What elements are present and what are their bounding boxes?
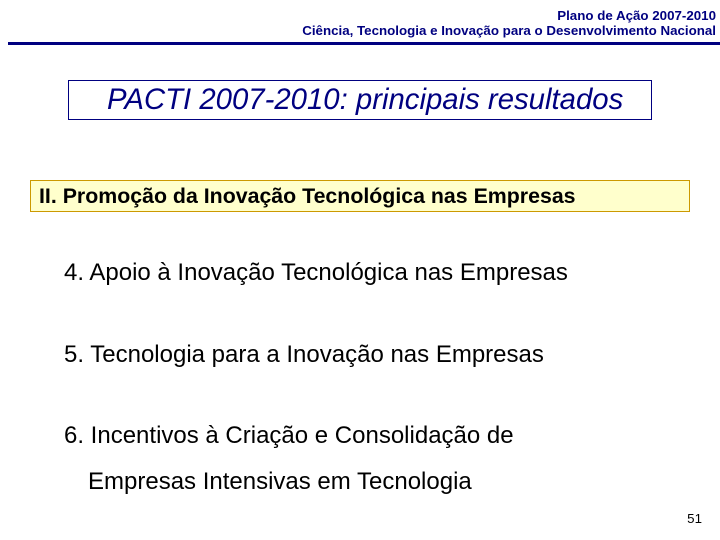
header-title-line2: Ciência, Tecnologia e Inovação para o De… xyxy=(302,23,716,38)
item-5-text: 5. Tecnologia para a Inovação nas Empres… xyxy=(64,341,544,368)
item-4: 4. Apoio à Inovação Tecnológica nas Empr… xyxy=(64,250,690,296)
section-text: II. Promoção da Inovação Tecnológica nas… xyxy=(39,184,576,209)
items-list: 4. Apoio à Inovação Tecnológica nas Empr… xyxy=(64,250,690,540)
item-5: 5. Tecnologia para a Inovação nas Empres… xyxy=(64,332,690,378)
section-box: II. Promoção da Inovação Tecnológica nas… xyxy=(30,180,690,212)
item-4-text: 4. Apoio à Inovação Tecnológica nas Empr… xyxy=(64,259,568,286)
item-6-line1: 6. Incentivos à Criação e Consolidação d… xyxy=(64,422,514,449)
header-block: Plano de Ação 2007-2010 Ciência, Tecnolo… xyxy=(302,8,716,38)
title-text: PACTI 2007-2010: principais resultados xyxy=(107,83,623,117)
item-6-line2: Empresas Intensivas em Tecnologia xyxy=(88,468,472,495)
slide: { "header": { "line1": "Plano de Ação 20… xyxy=(0,0,720,540)
header-underline xyxy=(8,42,720,45)
title-box: PACTI 2007-2010: principais resultados xyxy=(68,80,652,120)
header-title-line1: Plano de Ação 2007-2010 xyxy=(302,8,716,23)
item-6: 6. Incentivos à Criação e Consolidação d… xyxy=(64,413,690,504)
page-number: 51 xyxy=(687,511,702,526)
